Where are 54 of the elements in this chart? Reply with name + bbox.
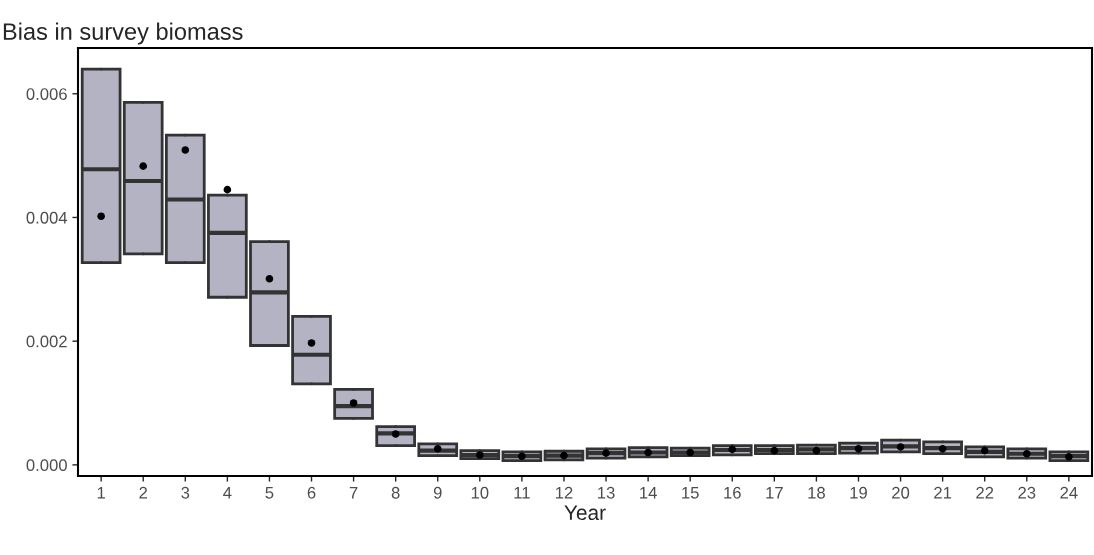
- point: [223, 185, 232, 194]
- x-tick-label: 11: [514, 487, 530, 499]
- y-tick-label: 0.004: [26, 211, 68, 224]
- x-tick-label: 7: [349, 487, 358, 499]
- point: [1065, 453, 1073, 461]
- x-tick-label: 4: [223, 487, 232, 499]
- point: [265, 274, 274, 283]
- y-tick-label: 0.006: [26, 88, 67, 100]
- x-tick-label: 14: [640, 487, 657, 499]
- x-tick-label: 2: [139, 486, 148, 499]
- x-tick-label: 5: [265, 487, 274, 499]
- point: [476, 451, 484, 459]
- x-tick-label: 10: [471, 486, 489, 499]
- x-tick-label: 20: [892, 486, 910, 499]
- point: [139, 162, 148, 170]
- y-tick-label: 0.000: [26, 459, 67, 472]
- point: [728, 445, 737, 454]
- point: [518, 452, 526, 461]
- y-tick-label: 0.002: [26, 335, 67, 348]
- x-tick-label: 21: [934, 486, 952, 499]
- point: [602, 449, 610, 457]
- x-tick-label: 15: [682, 487, 699, 499]
- point: [812, 446, 821, 455]
- x-tick-label: 3: [181, 486, 190, 499]
- point: [181, 146, 190, 154]
- x-tick-label: 19: [850, 486, 867, 499]
- x-tick-label: 12: [555, 486, 573, 499]
- chart-title: Bias in survey biomass: [3, 22, 243, 45]
- point: [391, 430, 400, 438]
- point: [980, 446, 989, 455]
- point: [854, 444, 863, 453]
- x-tick-label: 23: [1018, 486, 1036, 499]
- x-tick-label: 16: [724, 486, 741, 499]
- point: [644, 448, 652, 457]
- x-axis-title: Year: [564, 505, 606, 521]
- point: [433, 444, 442, 453]
- point: [1022, 449, 1031, 458]
- point: [938, 444, 947, 453]
- point: [307, 339, 316, 347]
- x-tick-label: 24: [1060, 486, 1078, 499]
- x-tick-label: 22: [976, 486, 994, 499]
- point: [560, 451, 568, 460]
- point: [349, 399, 358, 407]
- point: [896, 443, 905, 451]
- x-tick-label: 9: [433, 486, 442, 499]
- x-tick-label: 1: [97, 487, 105, 499]
- point: [686, 448, 694, 457]
- x-tick-label: 13: [598, 486, 615, 499]
- x-tick-label: 18: [808, 486, 825, 499]
- point: [97, 212, 105, 221]
- x-tick-label: 6: [307, 486, 316, 499]
- x-tick-label: 17: [766, 487, 783, 499]
- point: [770, 446, 779, 455]
- x-tick-label: 8: [391, 486, 400, 499]
